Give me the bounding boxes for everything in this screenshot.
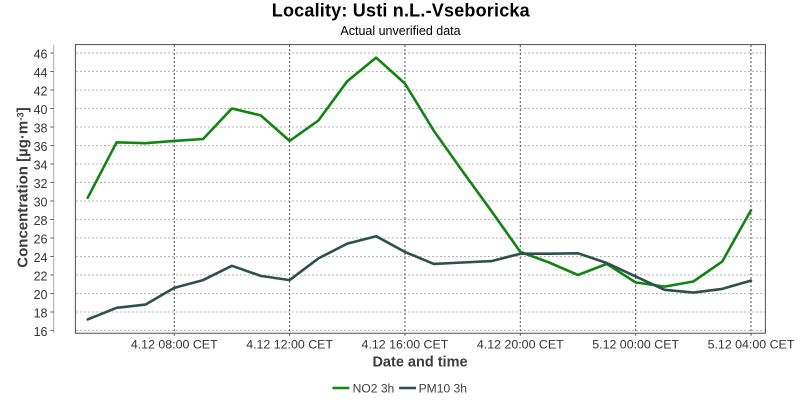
- svg-text:38: 38: [34, 121, 48, 135]
- svg-text:4.12 16:00 CET: 4.12 16:00 CET: [362, 337, 449, 351]
- svg-text:4.12 08:00 CET: 4.12 08:00 CET: [131, 337, 218, 351]
- svg-text:Locality: Usti n.L.-Vseboricka: Locality: Usti n.L.-Vseboricka: [272, 0, 531, 20]
- svg-text:16: 16: [34, 325, 48, 339]
- svg-text:26: 26: [34, 232, 48, 246]
- svg-text:32: 32: [34, 177, 48, 191]
- svg-text:NO2 3h: NO2 3h: [353, 382, 395, 396]
- svg-text:22: 22: [34, 269, 48, 283]
- svg-text:5.12 04:00 CET: 5.12 04:00 CET: [708, 337, 795, 351]
- svg-text:36: 36: [34, 140, 48, 154]
- svg-text:20: 20: [34, 288, 48, 302]
- svg-text:18: 18: [34, 306, 48, 320]
- svg-text:34: 34: [34, 158, 48, 172]
- svg-text:Actual unverified data: Actual unverified data: [340, 24, 460, 38]
- svg-text:24: 24: [34, 251, 48, 265]
- svg-text:Date and time: Date and time: [372, 355, 467, 371]
- svg-text:4.12 12:00 CET: 4.12 12:00 CET: [246, 337, 333, 351]
- svg-text:4.12 20:00 CET: 4.12 20:00 CET: [477, 337, 564, 351]
- svg-text:5.12 00:00 CET: 5.12 00:00 CET: [592, 337, 679, 351]
- svg-text:30: 30: [34, 195, 48, 209]
- svg-text:Concentration [µg·m-3]: Concentration [µg·m-3]: [15, 107, 32, 267]
- svg-text:40: 40: [34, 103, 48, 117]
- svg-text:46: 46: [34, 47, 48, 61]
- svg-text:44: 44: [34, 66, 48, 80]
- svg-text:PM10 3h: PM10 3h: [419, 382, 467, 396]
- svg-text:42: 42: [34, 84, 48, 98]
- svg-text:28: 28: [34, 214, 48, 228]
